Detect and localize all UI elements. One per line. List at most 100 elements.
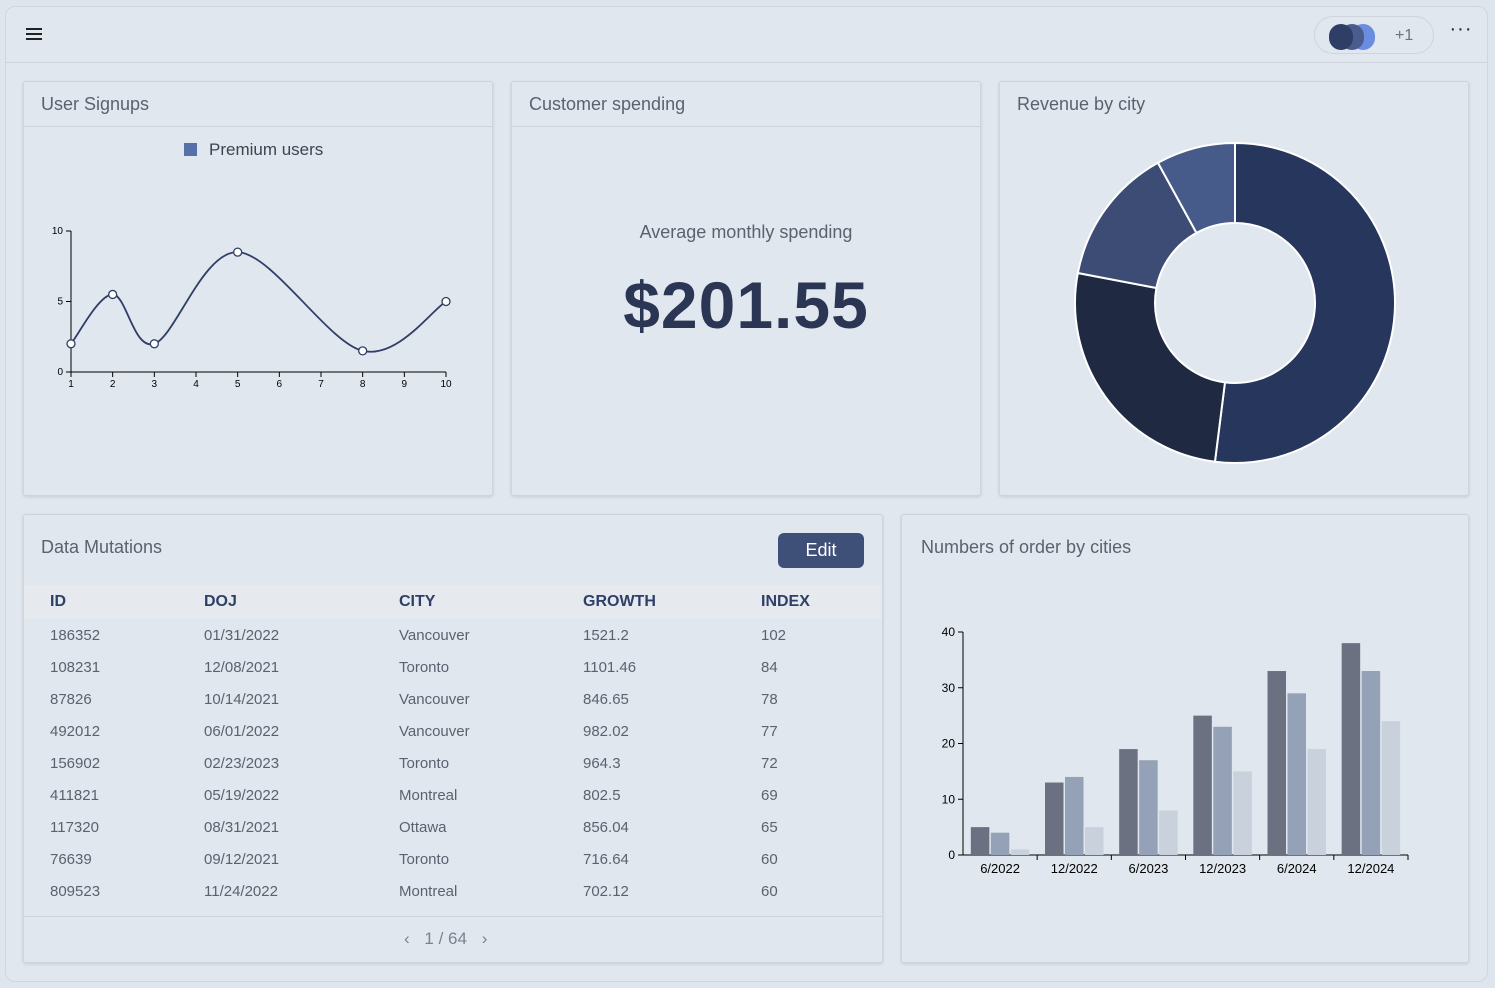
table-cell: Ottawa [399,818,447,836]
table-row[interactable]: 108231 12/08/2021 Toronto 1101.46 84 [24,651,882,683]
data-point [66,339,76,349]
table-cell: 05/19/2022 [204,786,280,804]
x-tick-label: 4 [193,379,199,390]
column-header[interactable]: CITY [399,593,436,610]
table-cell: 492012 [50,722,101,740]
table-cell: 856.04 [583,818,629,836]
bar [990,832,1010,855]
table-cell: 87826 [50,690,92,708]
table-cell: 77 [761,722,778,740]
table-cell: Montreal [399,882,458,900]
legend-label: Premium users [209,140,324,159]
x-tick-label: 7 [318,379,324,390]
edit-button[interactable]: Edit [778,533,864,568]
table-header-row: ID DOJ CITY GROWTH INDEX [24,585,882,619]
kpi-value: $201.55 [623,268,869,342]
table-cell: 802.5 [583,786,621,804]
x-tick-label: 12/2022 [1051,861,1098,876]
x-tick-label: 9 [402,379,408,390]
table-cell: 108231 [50,658,101,676]
customer-spending-card: Customer spending Average monthly spendi… [511,81,981,496]
bar [1267,671,1286,855]
column-header[interactable]: INDEX [761,593,810,610]
column-header[interactable]: DOJ [204,593,237,610]
data-table: ID DOJ CITY GROWTH INDEX 186352 01/31/2022 Van… [24,585,882,907]
data-mutations-card: Data Mutations Edit ID DOJ CITY GROWTH INDEX… [23,514,883,963]
bar [1119,749,1138,855]
y-tick-label: 0 [57,367,63,378]
chart-legend: Premium users [184,140,323,160]
more-options-icon[interactable]: ··· [1449,18,1473,40]
signups-line-chart: 1 2 3 4 5 6 7 8 9 10 0 5 10 [52,226,452,390]
table-cell: Vancouver [399,626,470,644]
table-cell: Montreal [399,786,458,804]
data-point [441,296,451,307]
x-tick-label: 10 [440,379,452,390]
table-cell: 1521.2 [583,626,629,644]
table-row[interactable]: 809523 11/24/2022 Montreal 702.12 60 [24,875,882,907]
table-row[interactable]: 117320 08/31/2021 Ottawa 856.04 65 [24,811,882,843]
kpi-label: Average monthly spending [639,222,853,242]
table-cell: 186352 [50,626,101,644]
data-point [233,247,243,257]
avatar-group[interactable]: +1 [1314,16,1434,54]
legend-swatch [184,143,197,156]
data-point [358,346,368,356]
series-line [70,251,447,353]
table-row[interactable]: 492012 06/01/2022 Vancouver 982.02 77 [24,715,882,747]
column-header[interactable]: GROWTH [583,593,656,610]
table-cell: 06/01/2022 [204,722,280,740]
table-row[interactable]: 76639 09/12/2021 Toronto 716.64 60 [24,843,882,875]
pagination: ‹ 1 / 64 › [394,929,497,949]
table-cell: 01/31/2022 [204,626,280,644]
table-cell: Toronto [399,850,450,868]
x-tick-label: 12/2023 [1199,861,1246,876]
bar [1287,693,1306,855]
orders-bar-chart: 0 10 20 30 40 6/2022 12/2022 6/2023 12/2023 6/202… [942,625,1409,876]
table-cell: 117320 [50,818,99,836]
table-cell: Toronto [399,754,450,772]
card-title: Revenue by city [1017,94,1146,114]
avatar[interactable] [1329,24,1353,50]
table-row[interactable]: 87826 10/14/2021 Vancouver 846.65 78 [24,683,882,715]
table-cell: 60 [761,850,778,868]
bar [1139,760,1158,855]
table-cell: 69 [761,786,778,804]
bar [1193,715,1212,855]
y-tick-label: 5 [57,297,63,308]
table-row[interactable]: 186352 01/31/2022 Vancouver 1521.2 102 [24,619,882,651]
bar [1341,643,1361,855]
table-cell: 12/08/2021 [204,658,280,676]
bar [1045,782,1064,855]
hamburger-menu-icon[interactable] [24,26,44,42]
table-cell: 809523 [50,882,101,900]
card-title: Numbers of order by cities [921,537,1132,557]
table-cell: 1101.46 [583,658,637,676]
x-tick-label: 6/2024 [1277,861,1317,876]
y-tick-label: 40 [942,625,956,639]
data-point [149,339,159,349]
bar [1233,771,1252,855]
bar [970,827,990,855]
bar [1307,749,1326,855]
bar [1381,721,1401,855]
table-row[interactable]: 156902 02/23/2023 Toronto 964.3 72 [24,747,882,779]
table-body: 186352 01/31/2022 Vancouver 1521.2 102 108231… [24,619,882,907]
x-tick-label: 6/2023 [1129,861,1169,876]
card-title: User Signups [41,94,150,114]
table-cell: 02/23/2023 [204,754,280,772]
chevron-left-icon[interactable]: ‹ [404,929,410,948]
data-point [108,289,118,300]
table-row[interactable]: 411821 05/19/2022 Montreal 802.5 69 [24,779,882,811]
column-header[interactable]: ID [50,593,66,610]
table-cell: 846.65 [583,690,629,708]
table-cell: 716.64 [583,850,629,868]
table-cell: 702.12 [583,882,629,900]
table-cell: 964.3 [583,754,621,772]
revenue-donut-chart [1074,141,1397,464]
bar [1361,671,1381,855]
table-cell: 78 [761,690,778,708]
chevron-right-icon[interactable]: › [481,929,488,948]
table-cell: 09/12/2021 [204,850,280,868]
table-cell: 102 [761,626,787,644]
